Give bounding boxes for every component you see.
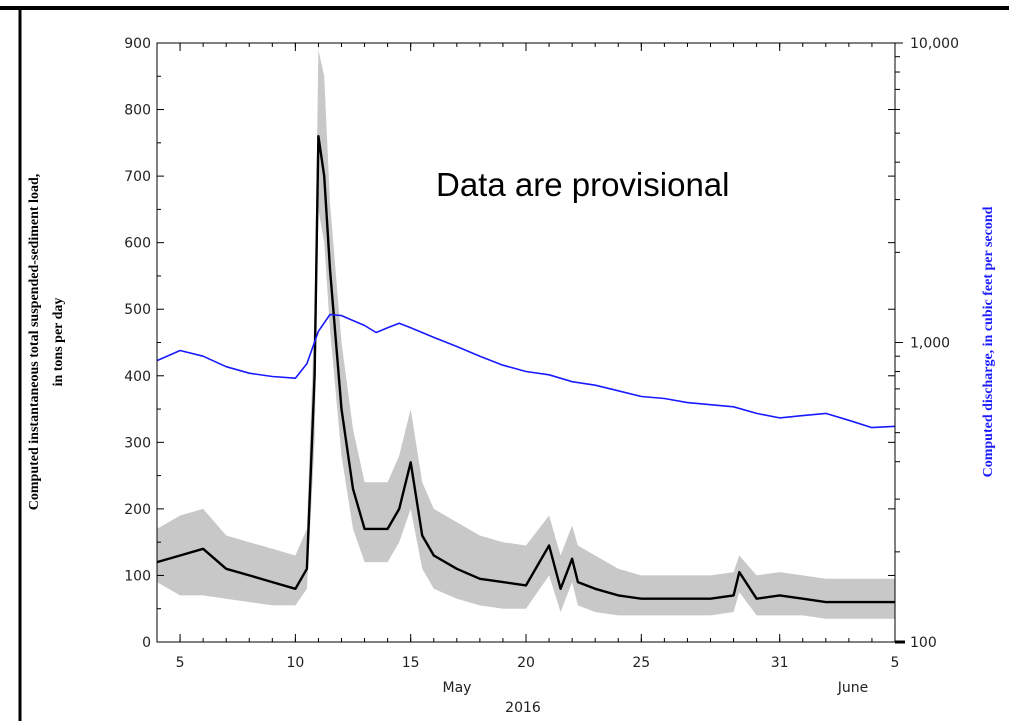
x-axis-year: 2016 xyxy=(505,700,541,716)
x-tick-label: 15 xyxy=(402,655,420,671)
x-tick-label: 31 xyxy=(771,655,789,671)
uncertainty-band xyxy=(157,49,895,619)
y-left-tick-label: 500 xyxy=(124,302,151,318)
x-tick-label: 5 xyxy=(891,655,900,671)
left-axis-title-line2: in tons per day xyxy=(51,298,66,387)
y-left-tick-label: 0 xyxy=(142,635,151,651)
y-left-tick-label: 400 xyxy=(124,369,151,385)
y-left-tick-label: 800 xyxy=(124,103,151,119)
axis-ticks-layer: 0 100 200 300 400 500 600 700 800 900 100 1,000 10,0… xyxy=(124,36,959,671)
y-left-tick-label: 600 xyxy=(124,236,151,252)
x-tick-label: 5 xyxy=(176,655,185,671)
provisional-data-note: Data are provisional xyxy=(436,166,730,203)
y-left-tick-label: 200 xyxy=(124,502,151,518)
uncertainty-band-layer xyxy=(157,49,895,619)
y-left-tick-label: 900 xyxy=(124,36,151,52)
y-left-tick-label: 300 xyxy=(124,435,151,451)
y-right-tick-label: 10,000 xyxy=(910,36,959,52)
y-left-tick-label: 100 xyxy=(124,568,151,584)
x-tick-label: 25 xyxy=(632,655,650,671)
right-axis-title: Computed discharge, in cubic feet per se… xyxy=(981,206,996,477)
x-axis-month-june: June xyxy=(837,680,869,696)
y-right-tick-label: 100 xyxy=(910,635,937,651)
y-left-tick-label: 700 xyxy=(124,169,151,185)
discharge-series-line xyxy=(156,313,896,429)
x-axis-month-may: May xyxy=(443,680,472,696)
left-axis-title-line1: Computed instantaneous total suspended-s… xyxy=(27,174,42,510)
x-tick-label: 20 xyxy=(517,655,535,671)
x-tick-label: 10 xyxy=(286,655,304,671)
series-layer xyxy=(156,134,896,604)
sediment-load-series-line xyxy=(156,134,895,604)
y-right-tick-label: 1,000 xyxy=(910,336,950,352)
